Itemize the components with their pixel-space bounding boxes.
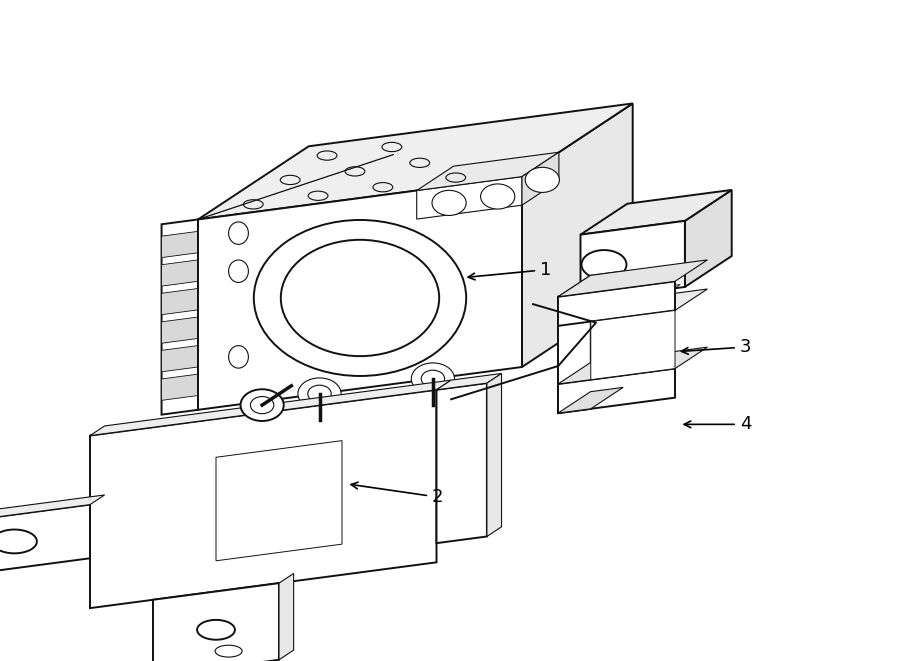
Polygon shape bbox=[436, 383, 487, 543]
Text: 3: 3 bbox=[681, 338, 751, 356]
Circle shape bbox=[281, 240, 439, 356]
Polygon shape bbox=[0, 504, 90, 576]
Polygon shape bbox=[198, 103, 633, 219]
Circle shape bbox=[526, 167, 560, 192]
Polygon shape bbox=[487, 373, 501, 537]
Polygon shape bbox=[162, 219, 198, 414]
Circle shape bbox=[250, 397, 274, 414]
Polygon shape bbox=[0, 495, 104, 523]
Circle shape bbox=[432, 190, 466, 215]
Polygon shape bbox=[216, 441, 342, 561]
Polygon shape bbox=[417, 152, 559, 190]
Polygon shape bbox=[580, 221, 685, 301]
Polygon shape bbox=[436, 373, 501, 390]
Polygon shape bbox=[162, 288, 198, 315]
Polygon shape bbox=[153, 583, 279, 661]
Circle shape bbox=[481, 184, 515, 209]
Ellipse shape bbox=[215, 645, 242, 657]
Polygon shape bbox=[558, 292, 590, 413]
Polygon shape bbox=[558, 282, 675, 326]
Polygon shape bbox=[198, 176, 522, 410]
Polygon shape bbox=[558, 387, 623, 413]
Polygon shape bbox=[558, 260, 707, 297]
Polygon shape bbox=[558, 369, 675, 413]
Polygon shape bbox=[162, 346, 198, 371]
Text: 2: 2 bbox=[351, 482, 444, 506]
Circle shape bbox=[254, 220, 466, 376]
Polygon shape bbox=[580, 190, 732, 235]
Ellipse shape bbox=[229, 346, 248, 368]
Ellipse shape bbox=[197, 620, 235, 640]
Polygon shape bbox=[279, 574, 293, 660]
Ellipse shape bbox=[581, 250, 626, 279]
Polygon shape bbox=[685, 190, 732, 287]
Polygon shape bbox=[522, 152, 559, 205]
Polygon shape bbox=[590, 311, 675, 379]
Polygon shape bbox=[90, 380, 451, 436]
Ellipse shape bbox=[229, 222, 248, 245]
Circle shape bbox=[411, 363, 454, 395]
Polygon shape bbox=[90, 390, 436, 608]
Polygon shape bbox=[522, 103, 633, 367]
Polygon shape bbox=[591, 288, 674, 323]
Ellipse shape bbox=[0, 529, 37, 553]
Polygon shape bbox=[558, 289, 707, 326]
Text: 1: 1 bbox=[468, 260, 552, 280]
Polygon shape bbox=[591, 284, 680, 299]
Circle shape bbox=[240, 389, 284, 421]
Polygon shape bbox=[162, 231, 198, 258]
Polygon shape bbox=[558, 271, 623, 297]
Polygon shape bbox=[558, 347, 707, 384]
Circle shape bbox=[421, 370, 445, 387]
Circle shape bbox=[308, 385, 331, 403]
Polygon shape bbox=[417, 176, 522, 219]
Text: 4: 4 bbox=[684, 415, 752, 434]
Polygon shape bbox=[162, 374, 198, 401]
Circle shape bbox=[298, 378, 341, 410]
Polygon shape bbox=[162, 260, 198, 286]
Polygon shape bbox=[162, 317, 198, 343]
Ellipse shape bbox=[229, 260, 248, 282]
